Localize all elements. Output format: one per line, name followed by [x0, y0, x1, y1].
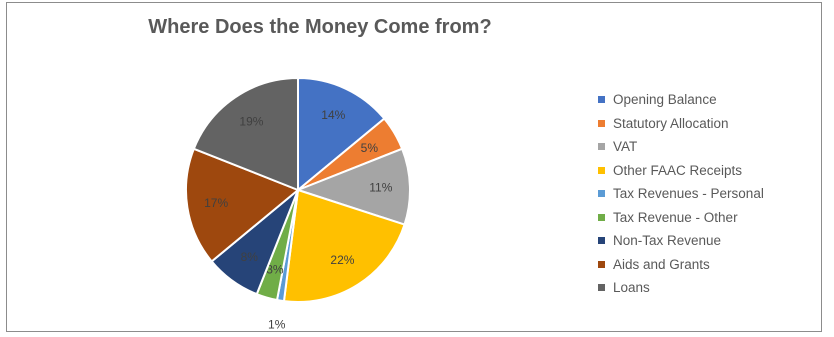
- legend-label: Non-Tax Revenue: [613, 233, 722, 249]
- pie-slice-8: [192, 76, 299, 192]
- pie-slice-0: [297, 76, 386, 193]
- data-label-3: 22%: [330, 253, 354, 267]
- data-label-0: 14%: [321, 108, 345, 122]
- legend-swatch: [598, 119, 605, 127]
- legend-swatch: [598, 237, 605, 245]
- legend-item-1: Statutory Allocation: [598, 112, 764, 136]
- chart-area: [6, 2, 822, 332]
- legend-swatch: [598, 284, 605, 292]
- legend-label: Loans: [613, 280, 650, 296]
- legend-swatch: [598, 166, 605, 174]
- legend-swatch: [598, 96, 605, 104]
- legend-item-2: VAT: [598, 135, 764, 159]
- chart-title: Where Does the Money Come from?: [148, 16, 492, 38]
- data-label-8: 19%: [239, 114, 263, 128]
- legend-item-5: Tax Revenue - Other: [598, 206, 764, 230]
- pie-slice-3: [282, 188, 406, 303]
- legend-label: Tax Revenue - Other: [613, 209, 738, 225]
- legend-label: Statutory Allocation: [613, 115, 729, 131]
- legend-swatch: [598, 190, 605, 198]
- legend-label: VAT: [613, 139, 638, 155]
- data-label-4: 1%: [268, 317, 286, 331]
- data-label-5: 3%: [266, 263, 284, 277]
- data-label-6: 8%: [241, 250, 259, 264]
- legend-swatch: [598, 213, 605, 221]
- legend-swatch: [598, 260, 605, 268]
- legend: Opening Balance Statutory Allocation VAT Ot…: [598, 88, 764, 300]
- legend-item-0: Opening Balance: [598, 88, 764, 112]
- pie-slice-7: [185, 147, 300, 263]
- data-label-2: 11%: [369, 180, 392, 194]
- data-label-1: 5%: [361, 141, 379, 155]
- legend-item-8: Loans: [598, 276, 764, 300]
- legend-label: Other FAAC Receipts: [613, 162, 743, 178]
- legend-label: Tax Revenues - Personal: [613, 186, 764, 202]
- legend-item-6: Non-Tax Revenue: [598, 229, 764, 253]
- legend-swatch: [598, 143, 605, 151]
- legend-item-3: Other FAAC Receipts: [598, 159, 764, 183]
- legend-label: Aids and Grants: [613, 256, 710, 272]
- pie-slice-2: [295, 147, 411, 226]
- data-label-7: 17%: [204, 196, 228, 210]
- legend-item-4: Tax Revenues - Personal: [598, 182, 764, 206]
- legend-item-7: Aids and Grants: [598, 253, 764, 277]
- legend-label: Opening Balance: [613, 92, 717, 108]
